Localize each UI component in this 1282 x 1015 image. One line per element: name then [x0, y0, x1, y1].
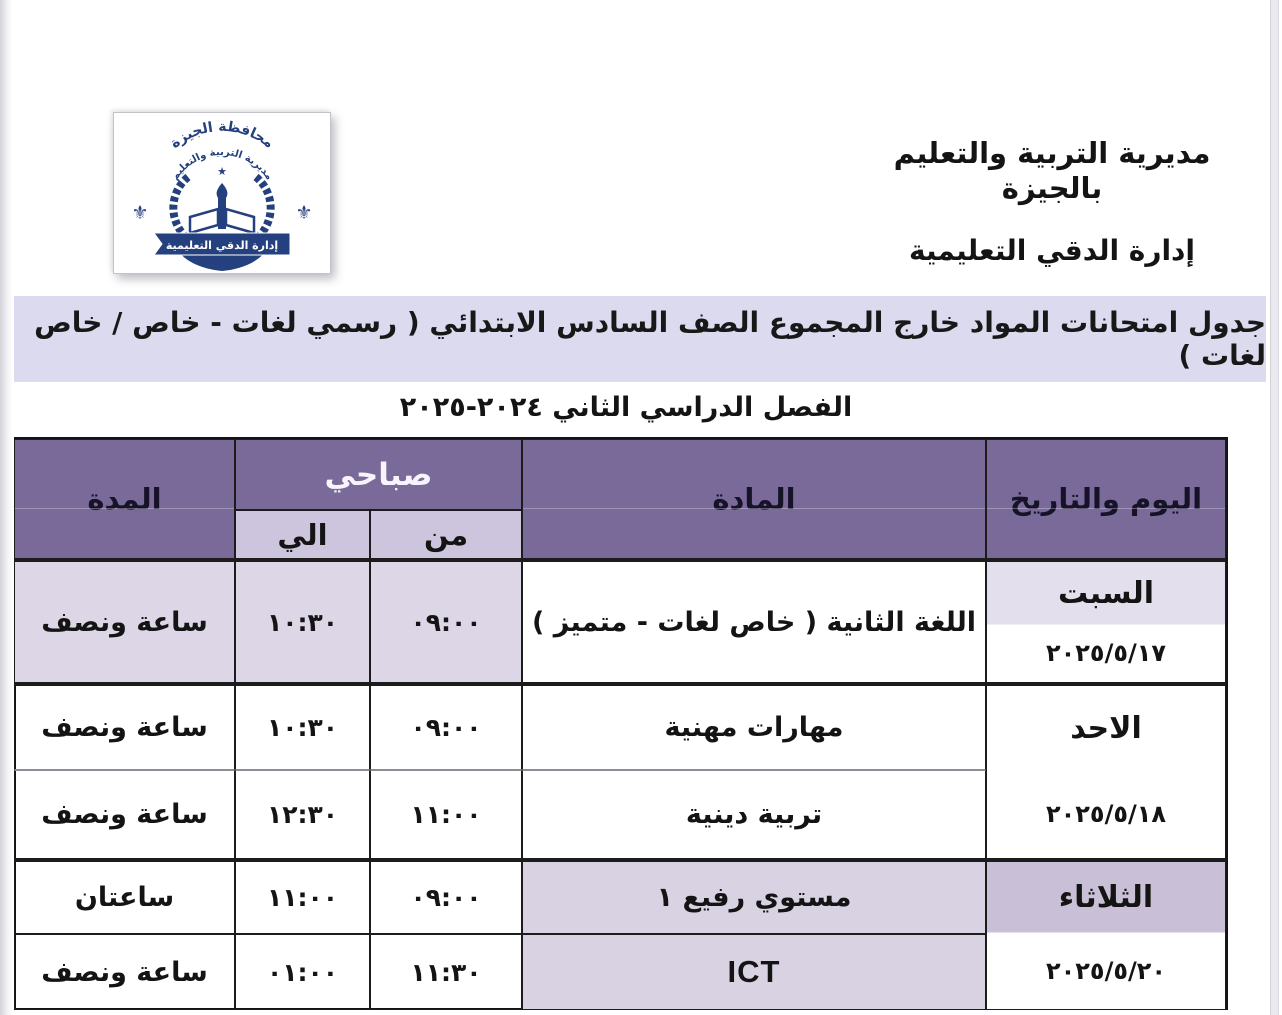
time-to-cell: ١٠:٣٠: [235, 560, 370, 684]
day-date: ٢٠٢٥/٥/٢٠: [1045, 956, 1167, 985]
day-name: السبت: [1057, 575, 1155, 611]
time-to-cell: ١٠:٣٠: [235, 684, 370, 770]
column-header-from: من: [370, 510, 522, 560]
time-from-cell: ٠٩:٠٠: [370, 860, 522, 934]
fleur-left-icon: ⚜: [131, 202, 148, 224]
subject-cell: ICT: [522, 934, 986, 1010]
day-date: ٢٠٢٥/٥/١٨: [1045, 800, 1167, 829]
day-name: الاحد: [1070, 710, 1142, 746]
day-cell-tuesday: الثلاثاء ٢٠٢٥/٥/٢٠: [986, 860, 1226, 1010]
torch-icon: [216, 183, 228, 229]
semester-line: الفصل الدراسي الثاني ٢٠٢٤-٢٠٢٥: [399, 392, 853, 423]
column-header-day-date: اليوم والتاريخ: [986, 439, 1226, 560]
time-from-cell: ٠٩:٠٠: [370, 684, 522, 770]
subject-cell: مهارات مهنية: [522, 684, 986, 770]
subject-cell: اللغة الثانية ( خاص لغات - متميز ): [522, 560, 986, 684]
ribbon-icon: إدارة الدقي التعليمية: [153, 232, 291, 256]
day-cell-saturday: السبت ٢٠٢٥/٥/١٧: [986, 560, 1226, 684]
time-to-cell: ٠١:٠٠: [235, 934, 370, 1010]
logo-ribbon-text: إدارة الدقي التعليمية: [166, 239, 278, 252]
time-to-cell: ١١:٠٠: [235, 860, 370, 934]
time-to-cell: ١٢:٣٠: [235, 770, 370, 860]
duration-cell: ساعة ونصف: [14, 770, 235, 860]
administration-title: إدارة الدقي التعليمية: [908, 233, 1196, 267]
time-from-cell: ٠٩:٠٠: [370, 560, 522, 684]
day-name: الثلاثاء: [1058, 879, 1154, 915]
day-cell-sunday: الاحد ٢٠٢٥/٥/١٨: [986, 684, 1226, 860]
time-from-cell: ١١:٣٠: [370, 934, 522, 1010]
column-header-morning: صباحي: [235, 439, 522, 510]
column-header-duration: المدة: [14, 439, 235, 560]
ministry-logo-emblem: محافظة الجيزة مديرية التربية والتعليم ★ …: [131, 119, 313, 271]
fleur-right-icon: ⚜: [295, 202, 312, 224]
scrollbar-track[interactable]: [1270, 0, 1279, 1015]
ministry-logo: محافظة الجيزة مديرية التربية والتعليم ★ …: [113, 112, 331, 274]
duration-cell: ساعة ونصف: [14, 934, 235, 1010]
duration-cell: ساعة ونصف: [14, 560, 235, 684]
column-header-subject: المادة: [522, 439, 986, 560]
duration-cell: ساعتان: [14, 860, 235, 934]
directorate-title: مديرية التربية والتعليم بالجيزة: [893, 136, 1211, 205]
page-left-edge: [0, 0, 13, 1015]
duration-cell: ساعة ونصف: [14, 684, 235, 770]
time-from-cell: ١١:٠٠: [370, 770, 522, 860]
day-date: ٢٠٢٥/٥/١٧: [1045, 639, 1167, 668]
logo-arc-text-top: محافظة الجيزة: [167, 119, 276, 152]
column-header-to: الي: [235, 510, 370, 560]
exam-schedule-table: اليوم والتاريخ المادة صباحي من الي المدة…: [14, 437, 1228, 1010]
subject-cell: تربية دينية: [522, 770, 986, 860]
org-header: مديرية التربية والتعليم بالجيزة إدارة ال…: [884, 136, 1220, 267]
exam-schedule-banner: جدول امتحانات المواد خارج المجموع الصف ا…: [14, 296, 1266, 382]
subject-cell: مستوي رفيع ١: [522, 860, 986, 934]
star-icon: ★: [217, 165, 227, 178]
